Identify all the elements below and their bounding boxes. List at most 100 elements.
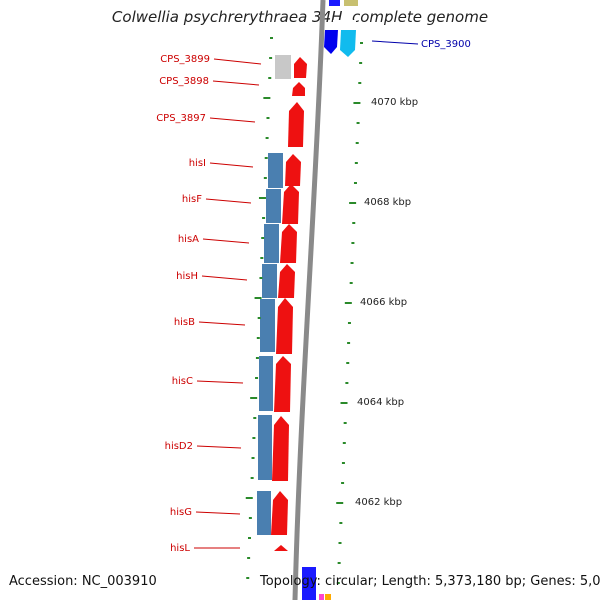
left-tick: [251, 457, 255, 459]
right-tick: [355, 142, 359, 144]
cds-block-hisC: [259, 356, 273, 411]
gene-arrow-hisA: [280, 224, 297, 263]
gene-arrow-hisH: [278, 264, 295, 298]
gene-arrow-hisD2: [272, 416, 289, 481]
left-tick: [260, 257, 264, 259]
right-tick: [358, 82, 362, 84]
right-tick: [336, 582, 340, 584]
gene-label-cps3900: CPS_3900: [421, 39, 471, 50]
scale-label-4066: 4066 kbp: [360, 297, 407, 308]
right-tick: [337, 562, 341, 564]
right-tick: [354, 162, 358, 164]
accession-text: Accession: NC_003910: [9, 574, 157, 589]
genome-title: Colwellia psychrerythraea 34H, complete …: [111, 8, 489, 26]
right-tick: [338, 542, 342, 544]
leader-line: [205, 198, 252, 204]
scale-label-4062: 4062 kbp: [355, 497, 402, 508]
left-tick: [248, 517, 252, 519]
label-leader-lines: [194, 40, 419, 549]
left-tick: [265, 137, 269, 139]
gene-label-hisA: hisA: [178, 234, 199, 245]
leader-line: [195, 511, 241, 515]
right-tick: [343, 422, 347, 424]
left-tick: [245, 497, 253, 499]
left-tick: [256, 337, 260, 339]
gene-arrow-hisG: [271, 491, 288, 535]
left-tick: [257, 317, 261, 319]
left-tick: [250, 477, 254, 479]
left-tick: [248, 537, 251, 539]
leader-line: [209, 162, 254, 168]
bottom-feature-blue: [302, 567, 316, 600]
left-tick: [261, 237, 265, 239]
gene-label-hisC: hisC: [172, 376, 193, 387]
scale-label-4064: 4064 kbp: [357, 397, 404, 408]
gene-arrow-cps3900-a: [324, 30, 338, 54]
right-tick: [341, 482, 345, 484]
right-tick: [347, 342, 351, 344]
gene-arrow-hisB: [276, 298, 293, 354]
right-tick: [339, 522, 343, 524]
cds-block-hisI: [268, 153, 283, 188]
scale-label-4070: 4070 kbp: [371, 97, 418, 108]
right-tick: [353, 102, 361, 104]
cds-block-hisF: [266, 189, 281, 223]
leader-line: [196, 380, 244, 384]
right-tick: [356, 122, 360, 124]
right-tick: [345, 382, 349, 384]
cds-block-hisG: [257, 491, 271, 535]
genome-backbone: [292, 0, 326, 600]
right-tick: [349, 282, 353, 284]
leader-line: [198, 321, 246, 326]
left-tick: [266, 117, 270, 119]
gene-arrow-hisC: [274, 356, 291, 412]
right-tick: [347, 322, 351, 324]
left-tick: [247, 557, 251, 559]
left-tick: [259, 277, 263, 279]
right-scale-ticks: [336, 42, 363, 584]
gene-arrow-cps3900-b: [340, 30, 356, 57]
gene-label-cps3897: CPS_3897: [156, 113, 206, 124]
leader-line: [213, 58, 262, 65]
cds-block-hisA: [264, 224, 279, 263]
left-tick: [264, 157, 268, 159]
right-tick: [359, 62, 363, 64]
right-tick: [351, 242, 355, 244]
left-tick: [255, 377, 259, 379]
gene-arrow-hisL: [274, 545, 288, 551]
left-tick: [270, 37, 273, 39]
gene-label-hisH: hisH: [176, 271, 198, 282]
right-tick: [342, 442, 346, 444]
bottom-feature-orange: [325, 594, 331, 600]
left-tick: [263, 97, 271, 99]
gene-arrow-cps3899: [294, 57, 307, 78]
left-tick: [252, 437, 256, 439]
right-tick: [346, 362, 350, 364]
left-tick: [263, 177, 267, 179]
right-tick: [349, 202, 357, 204]
left-tick: [262, 217, 266, 219]
top-feature-olive: [344, 0, 358, 6]
gene-arrow-hisI: [285, 154, 301, 186]
right-tick: [341, 462, 345, 464]
gene-arrow-hisF: [282, 184, 299, 224]
cds-block-hisB: [260, 299, 275, 352]
topology-text: Topology: circular; Length: 5,373,180 bp…: [260, 574, 600, 589]
leader-line: [212, 80, 260, 86]
gene-label-hisG: hisG: [170, 507, 192, 518]
leader-line: [209, 117, 256, 123]
right-tick: [340, 402, 348, 404]
leader-line: [371, 40, 419, 45]
left-tick: [253, 417, 257, 419]
right-tick: [350, 262, 354, 264]
left-scale-ticks: [245, 37, 273, 579]
left-tick: [269, 57, 273, 59]
gene-label-hisL: hisL: [170, 543, 190, 554]
gene-arrow-cps3898: [292, 82, 305, 96]
top-feature-blue: [329, 0, 340, 6]
gene-label-hisD2: hisD2: [165, 441, 193, 452]
gene-label-cps3899: CPS_3899: [160, 54, 210, 65]
gene-label-cps3898: CPS_3898: [159, 76, 209, 87]
leader-line: [202, 238, 250, 244]
left-tick: [268, 77, 272, 79]
